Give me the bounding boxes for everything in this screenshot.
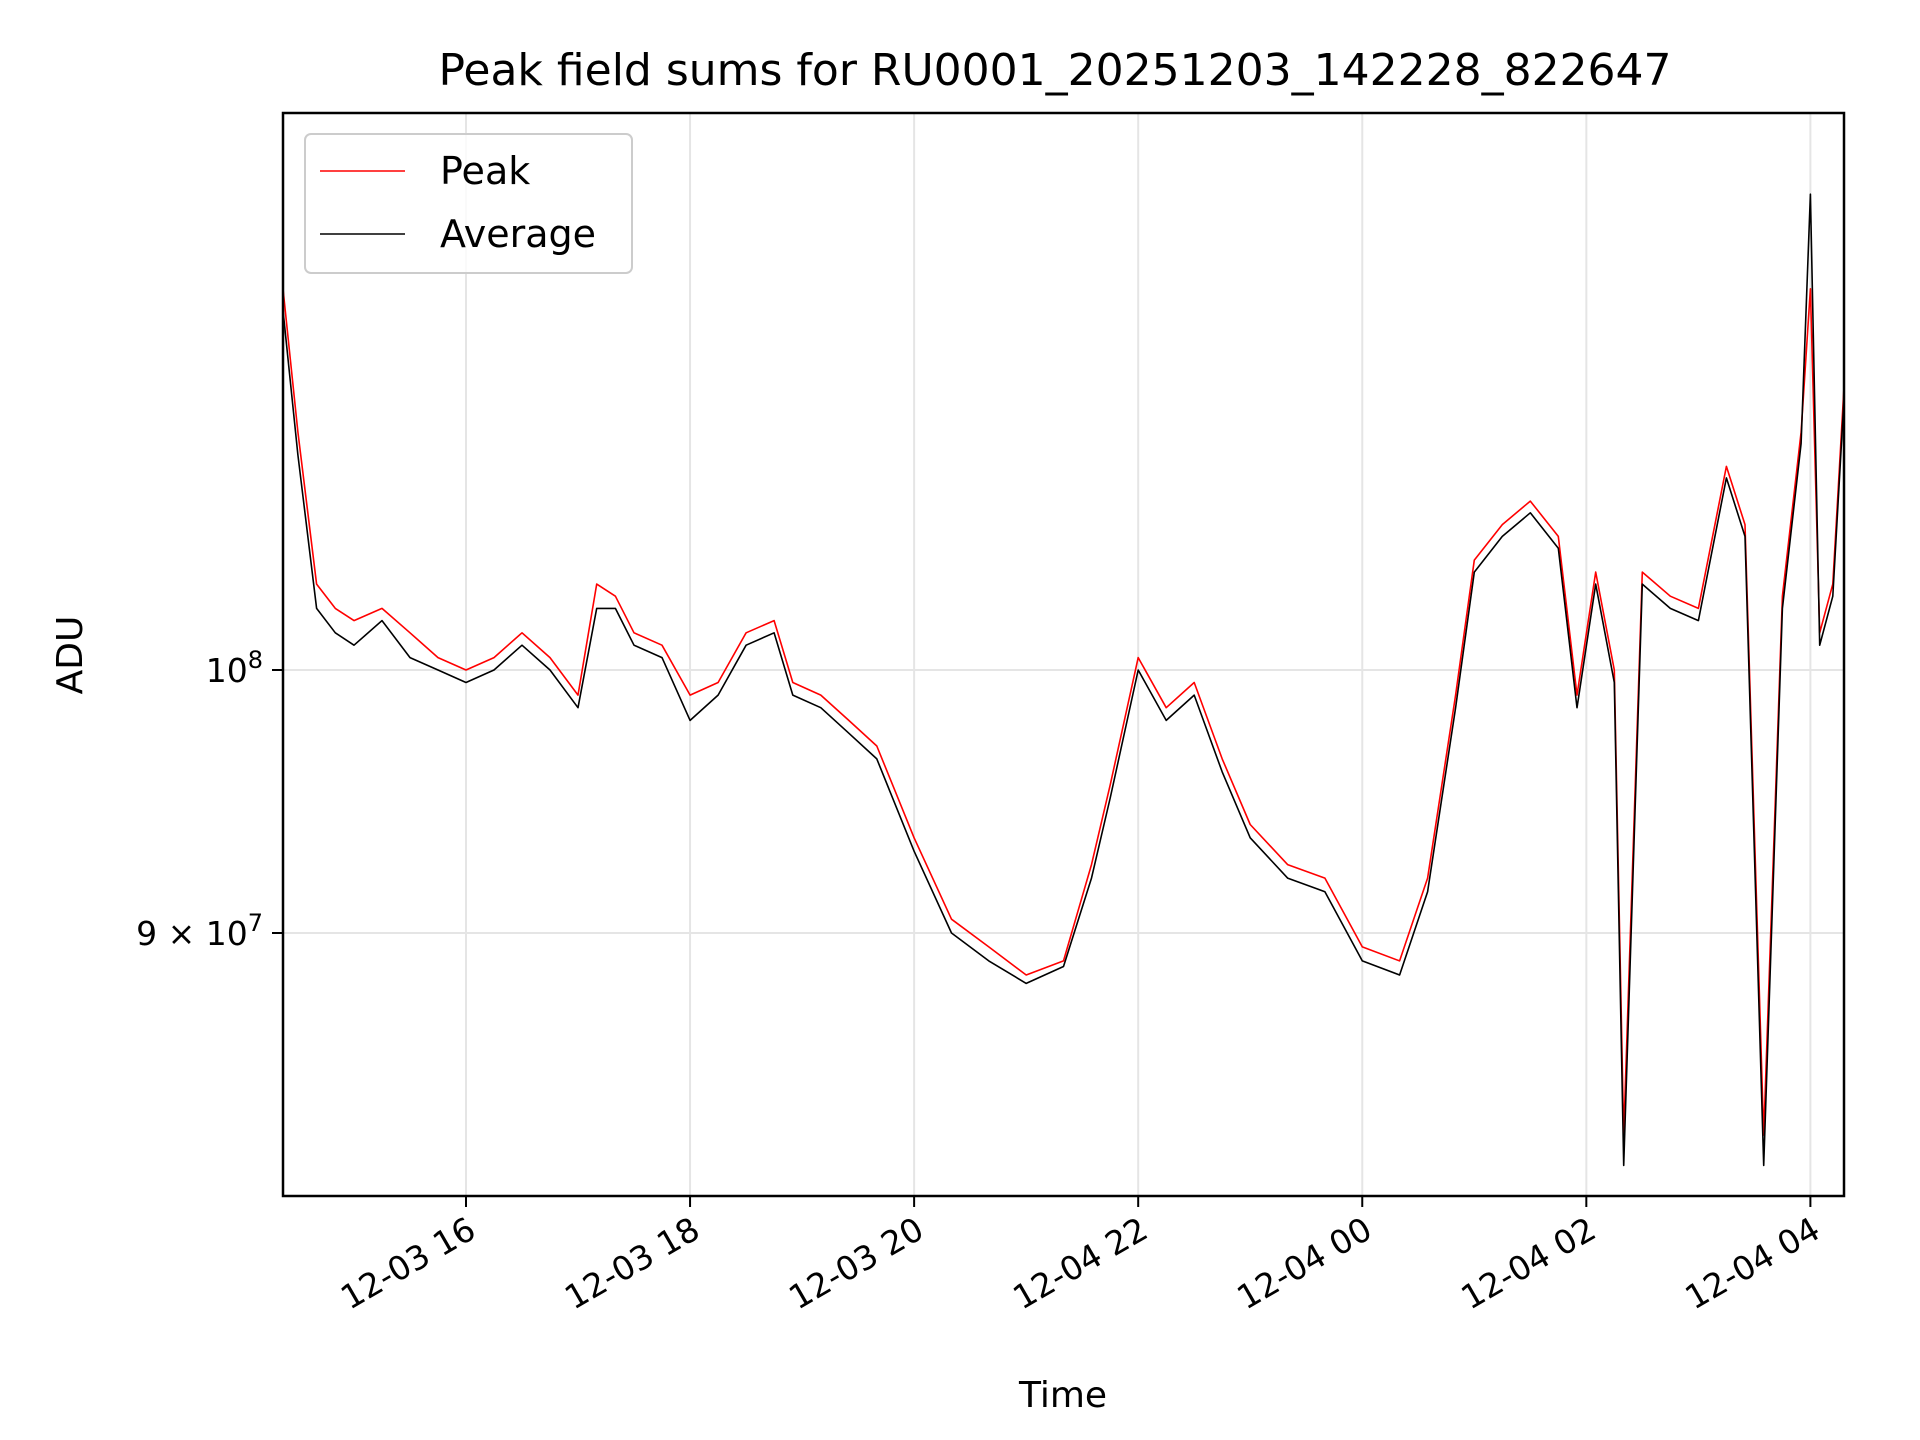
y-tick-label: 9 × 107 xyxy=(136,909,263,953)
series-line-average xyxy=(282,193,1845,1167)
x-tick-label: 12-04 02 xyxy=(1454,1209,1602,1317)
x-axis-label: Time xyxy=(1018,1375,1107,1416)
x-tick-label: 12-03 18 xyxy=(558,1209,706,1317)
plot-frame xyxy=(281,111,1846,1198)
series-lines xyxy=(282,193,1845,1167)
y-tick-label: 108 xyxy=(206,646,263,690)
x-tick-label: 12-04 22 xyxy=(1006,1209,1154,1317)
legend-peak-label: Peak xyxy=(440,149,530,193)
x-axis: 12-03 16 12-03 18 12-03 20 12-04 22 12-04 00… xyxy=(334,1196,1826,1317)
y-axis: 9 × 107 108 xyxy=(136,646,283,953)
chart-title: Peak field sums for RU0001_20251203_1422… xyxy=(438,45,1671,96)
legend-average-label: Average xyxy=(440,212,596,256)
legend: Peak Average xyxy=(304,133,633,274)
x-tick-label: 12-04 00 xyxy=(1230,1209,1378,1317)
series-line-peak xyxy=(282,287,1845,1136)
y-axis-label: ADU xyxy=(50,616,91,695)
legend-box xyxy=(304,133,633,274)
x-tick-label: 12-03 16 xyxy=(334,1209,482,1317)
grid xyxy=(283,113,1844,1196)
x-tick-label: 12-04 04 xyxy=(1678,1209,1826,1317)
x-tick-label: 12-03 20 xyxy=(782,1209,930,1317)
